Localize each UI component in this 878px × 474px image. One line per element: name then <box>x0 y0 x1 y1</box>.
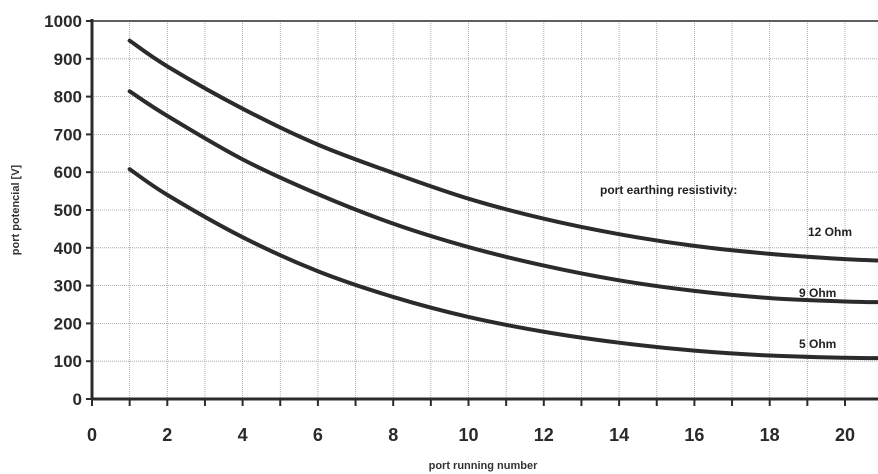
x-axis-ticks: 0 2 4 6 8 10 12 14 16 18 20 <box>87 399 855 445</box>
y-tick-label: 1000 <box>44 12 82 31</box>
series-label-5-ohm: 5 Ohm <box>799 337 836 351</box>
y-tick-label: 800 <box>54 88 82 107</box>
series-labels: 12 Ohm 9 Ohm 5 Ohm <box>799 225 852 351</box>
series-lines <box>127 38 878 361</box>
x-tick-label: 6 <box>313 425 323 445</box>
x-tick-label: 2 <box>162 425 172 445</box>
y-tick-label: 200 <box>54 314 82 333</box>
x-tick-label: 16 <box>684 425 704 445</box>
annotation-text: port earthing resistivity: <box>600 183 737 197</box>
y-tick-label: 0 <box>73 390 82 409</box>
y-tick-label: 100 <box>54 352 82 371</box>
x-tick-label: 12 <box>534 425 554 445</box>
y-tick-label: 600 <box>54 163 82 182</box>
y-tick-label: 700 <box>54 125 82 144</box>
y-tick-label: 500 <box>54 201 82 220</box>
series-label-12-ohm: 12 Ohm <box>808 225 852 239</box>
x-tick-label: 18 <box>760 425 780 445</box>
x-tick-label: 10 <box>458 425 478 445</box>
y-axis-label: port potencial [V] <box>10 164 22 255</box>
y-tick-label: 300 <box>54 277 82 296</box>
axes <box>90 19 878 401</box>
x-axis-label: port running number <box>429 460 538 472</box>
x-tick-label: 8 <box>388 425 398 445</box>
x-tick-label: 4 <box>238 425 248 445</box>
series-label-9-ohm: 9 Ohm <box>799 286 836 300</box>
series-line-5-ohm <box>127 167 878 361</box>
y-tick-label: 400 <box>54 239 82 258</box>
x-tick-label: 20 <box>835 425 855 445</box>
series-line-9-ohm <box>127 89 878 305</box>
grid-lines <box>92 20 878 399</box>
x-tick-label: 0 <box>87 425 97 445</box>
x-tick-label: 14 <box>609 425 629 445</box>
series-line-12-ohm <box>127 38 878 263</box>
y-axis-ticks: 0 100 200 300 400 500 600 700 800 900 1000 <box>44 12 92 409</box>
y-tick-label: 900 <box>54 50 82 69</box>
